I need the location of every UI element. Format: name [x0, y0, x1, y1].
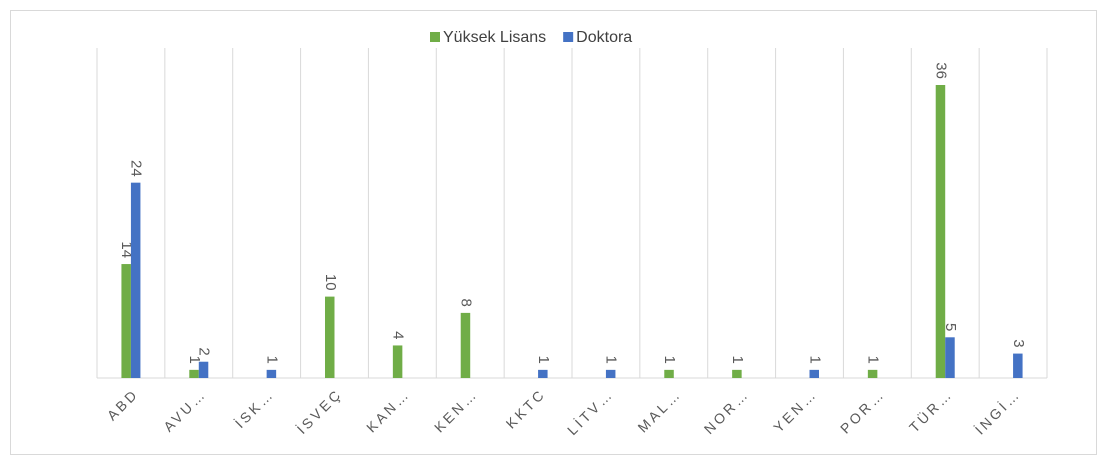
bar — [392, 345, 403, 378]
data-label: 1 — [806, 356, 823, 364]
data-label: 1 — [661, 356, 678, 364]
data-label: 8 — [457, 299, 474, 307]
bar — [867, 369, 878, 378]
bar — [935, 85, 946, 378]
bar — [325, 296, 335, 378]
legend-label: Yüksek Lisans — [443, 29, 546, 46]
chart-border — [10, 10, 1097, 455]
data-label: 2 — [196, 347, 213, 355]
bar — [945, 337, 955, 378]
data-label: 1 — [729, 356, 746, 364]
data-label: 1 — [263, 356, 280, 364]
legend-swatch — [563, 32, 574, 42]
bar — [266, 369, 277, 378]
bar — [1013, 353, 1023, 378]
bar — [189, 369, 199, 378]
legend-label: Doktora — [576, 29, 632, 46]
bar — [732, 369, 742, 378]
data-label: 1 — [865, 356, 882, 364]
bar — [605, 369, 616, 378]
legend-swatch — [430, 32, 440, 42]
bar — [664, 369, 674, 378]
bar — [460, 312, 471, 378]
data-label: 24 — [128, 160, 145, 177]
data-label: 10 — [322, 274, 339, 291]
bar — [538, 369, 548, 378]
bar — [130, 182, 141, 378]
bar — [121, 264, 131, 378]
data-label: 4 — [390, 331, 407, 339]
data-label: 1 — [535, 356, 552, 364]
data-label: 1 — [603, 356, 620, 364]
data-label: 36 — [932, 62, 949, 79]
bar — [809, 369, 819, 378]
data-label: 1 — [186, 356, 203, 364]
bar — [198, 361, 209, 378]
data-label: 5 — [942, 323, 959, 331]
data-label: 3 — [1010, 339, 1027, 347]
